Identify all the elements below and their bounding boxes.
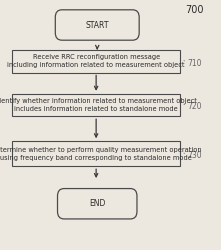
FancyBboxPatch shape (12, 94, 180, 116)
Text: 710: 710 (187, 58, 202, 68)
Text: START: START (86, 20, 109, 30)
Text: END: END (89, 199, 105, 208)
FancyBboxPatch shape (55, 10, 139, 40)
Text: 730: 730 (187, 151, 202, 160)
FancyBboxPatch shape (57, 188, 137, 219)
Text: 700: 700 (185, 5, 204, 15)
FancyBboxPatch shape (12, 141, 180, 166)
FancyBboxPatch shape (12, 50, 180, 72)
Text: Receive RRC reconfiguration message
including information related to measurement: Receive RRC reconfiguration message incl… (7, 54, 185, 68)
Text: Identify whether information related to measurement object
includes information : Identify whether information related to … (0, 98, 197, 112)
Text: 720: 720 (187, 102, 202, 111)
Text: Determine whether to perform quality measurement operation
using frequency band : Determine whether to perform quality mea… (0, 147, 202, 161)
